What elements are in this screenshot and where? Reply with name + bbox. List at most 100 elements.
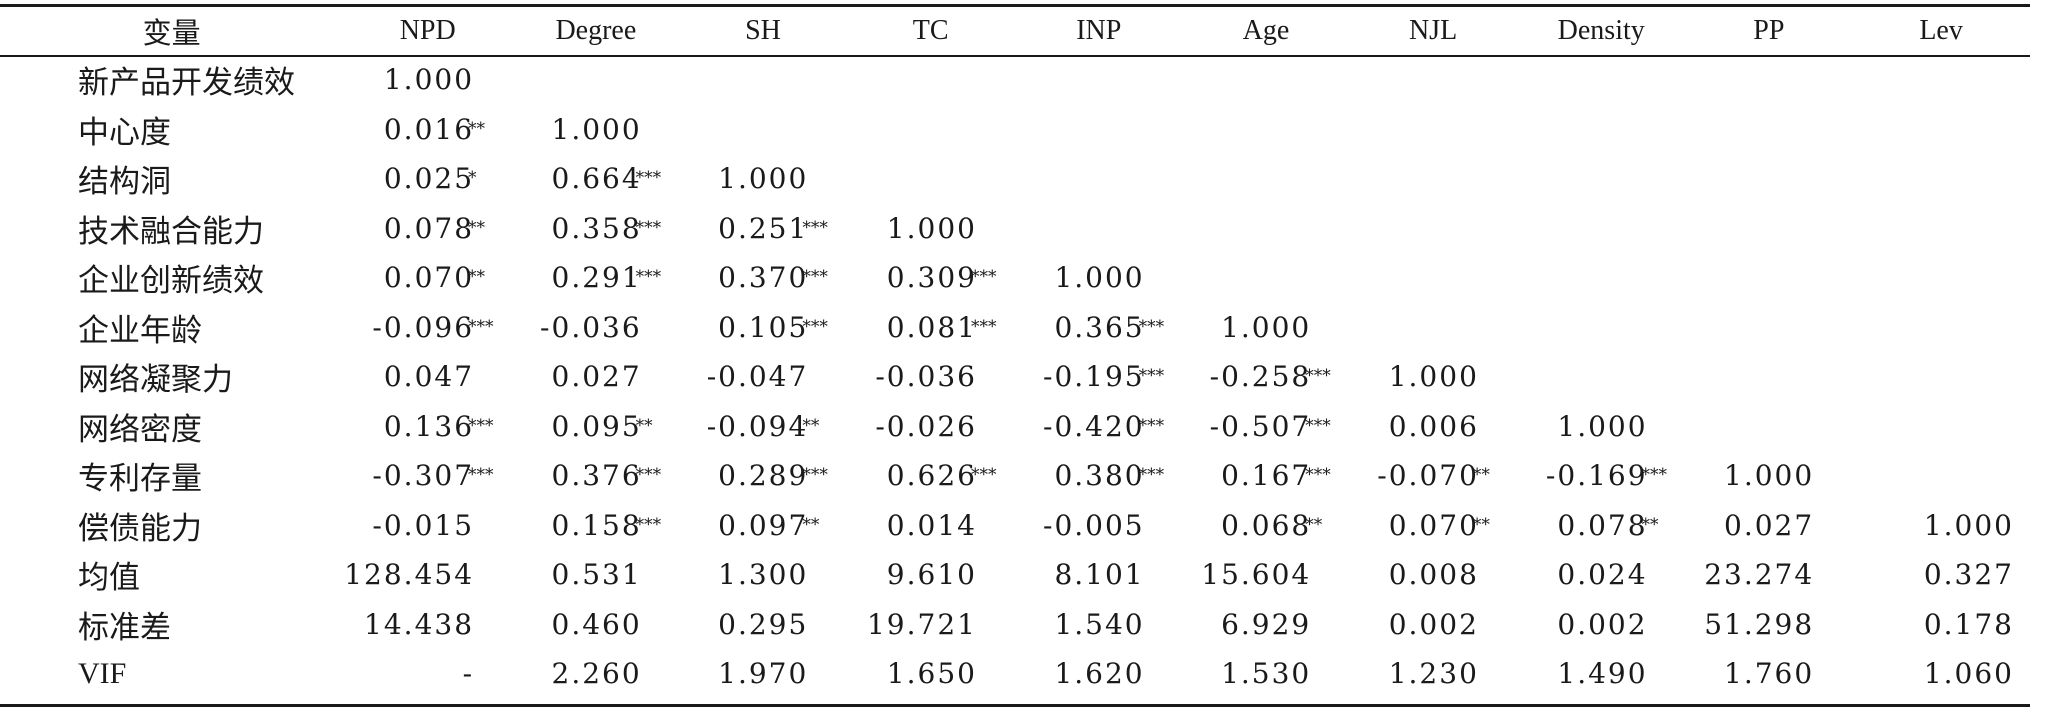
- row-label: 网络密度: [78, 411, 202, 448]
- row-label: 标准差: [78, 609, 171, 646]
- cell-value: 1.000: [1557, 409, 1648, 443]
- table-cell: 0.047: [343, 352, 512, 402]
- row-label: 网络凝聚力: [78, 362, 233, 399]
- column-header: INP: [1076, 15, 1122, 46]
- table-cell: 0.008: [1349, 550, 1517, 600]
- table-cell: 1.300: [680, 550, 847, 600]
- cell-value: 1.230: [1388, 657, 1479, 691]
- column-header: Degree: [555, 15, 637, 46]
- table-cell: 1.620: [1015, 649, 1183, 699]
- table-cell: 1.540: [1015, 600, 1183, 650]
- cell-value: 1.000: [1054, 261, 1145, 295]
- table-cell: 2.260: [512, 649, 680, 699]
- table-cell: [1686, 55, 1853, 105]
- significance-marker: ***: [802, 217, 828, 238]
- cell-value: 19.721: [866, 607, 977, 641]
- table-cell: 1.760: [1686, 649, 1853, 699]
- column-header: Lev: [1919, 15, 1963, 46]
- table-row: 偿债能力 -0.015 0.158 *** 0.097 ** 0.014 -0.005 0.06…: [0, 501, 2030, 551]
- table-row: 企业创新绩效 0.070 ** 0.291 *** 0.370 *** 0.309 *** 1.0…: [0, 253, 2030, 303]
- table-cell: [1349, 204, 1517, 254]
- table-cell: 1.060: [1852, 649, 2030, 699]
- cell-value: 6.929: [1221, 607, 1312, 641]
- significance-marker: **: [468, 118, 486, 139]
- table-cell: 0.070 **: [343, 253, 512, 303]
- table-cell: 0.097 **: [680, 501, 847, 551]
- cell-value: 0.027: [551, 360, 642, 394]
- cell-value: 0.024: [1557, 558, 1648, 592]
- table-header-rule: [0, 55, 2030, 57]
- table-cell: -0.195 ***: [1015, 352, 1183, 402]
- column-header: NPD: [399, 15, 456, 46]
- table-cell: [1852, 303, 2030, 353]
- cell-value: 0.626: [886, 459, 977, 493]
- table-cell: 0.027: [512, 352, 680, 402]
- table-cell: 0.006: [1349, 402, 1517, 452]
- cell-value: 0.295: [718, 607, 809, 641]
- table-cell: 0.327: [1852, 550, 2030, 600]
- table-cell: [1852, 105, 2030, 155]
- table-cell: -0.096 ***: [343, 303, 512, 353]
- table-row: 技术融合能力 0.078 ** 0.358 *** 0.251 *** 1.000: [0, 204, 2030, 254]
- significance-marker: ***: [635, 168, 662, 189]
- table-cell: 0.070 **: [1349, 501, 1517, 551]
- cell-value: 1.060: [1923, 657, 2014, 691]
- table-cell: 1.000: [1015, 253, 1183, 303]
- cell-value: 1.300: [718, 558, 809, 592]
- table-cell: [680, 105, 847, 155]
- column-header: Density: [1557, 15, 1645, 46]
- significance-marker: **: [468, 217, 486, 238]
- cell-value: 0.095: [551, 409, 642, 443]
- cell-value: -0.096: [372, 310, 475, 344]
- cell-value: 14.438: [364, 607, 475, 641]
- table-cell: [1852, 253, 2030, 303]
- table-cell: -0.507 ***: [1183, 402, 1350, 452]
- cell-value: 0.016: [383, 112, 475, 146]
- row-label: VIF: [78, 656, 127, 690]
- cell-value: 0.002: [1557, 607, 1648, 641]
- significance-marker: ***: [1305, 415, 1331, 436]
- cell-value: 0.078: [383, 211, 475, 245]
- cell-value: 0.376: [551, 459, 642, 493]
- table-cell: -0.420 ***: [1015, 402, 1183, 452]
- cell-value: -: [462, 657, 475, 691]
- table-cell: [1517, 154, 1686, 204]
- cell-value: 1.000: [1923, 508, 2014, 542]
- cell-value: 0.136: [383, 409, 475, 443]
- cell-value: 1.970: [718, 657, 809, 691]
- cell-value: 1.000: [718, 162, 809, 196]
- cell-value: 9.610: [886, 558, 977, 592]
- table-cell: 1.000: [680, 154, 847, 204]
- significance-marker: **: [802, 514, 820, 535]
- significance-marker: **: [1641, 514, 1659, 535]
- table-cell: 0.309 ***: [846, 253, 1015, 303]
- column-header: PP: [1753, 15, 1785, 46]
- cell-value: 0.251: [718, 211, 809, 245]
- table-cell: [1349, 303, 1517, 353]
- table-cell: 0.295: [680, 600, 847, 650]
- cell-value: 0.289: [718, 459, 809, 493]
- cell-value: -0.026: [875, 409, 977, 443]
- table-cell: 0.370 ***: [680, 253, 847, 303]
- cell-value: 0.008: [1388, 558, 1479, 592]
- table-cell: [1686, 352, 1853, 402]
- cell-value: 0.068: [1221, 508, 1312, 542]
- significance-marker: **: [1472, 465, 1490, 486]
- table-cell: [1349, 154, 1517, 204]
- significance-marker: ***: [468, 465, 494, 486]
- cell-value: -0.507: [1209, 409, 1312, 443]
- cell-value: 1.000: [886, 211, 977, 245]
- cell-value: 0.178: [1923, 607, 2014, 641]
- cell-value: 1.620: [1054, 657, 1145, 691]
- table-cell: [1015, 154, 1183, 204]
- cell-value: 128.454: [344, 558, 475, 592]
- cell-value: 0.070: [1388, 508, 1479, 542]
- table-cell: 0.365 ***: [1015, 303, 1183, 353]
- cell-value: -0.005: [1042, 508, 1145, 542]
- table-cell: [1686, 303, 1853, 353]
- cell-value: -0.094: [706, 409, 809, 443]
- significance-marker: ***: [1138, 366, 1165, 387]
- table-cell: -0.036: [846, 352, 1015, 402]
- table-row: VIF - 2.260 1.970 1.650 1.620 1.530 1.230 1.490 1…: [0, 649, 2030, 699]
- table-cell: 0.002: [1517, 600, 1686, 650]
